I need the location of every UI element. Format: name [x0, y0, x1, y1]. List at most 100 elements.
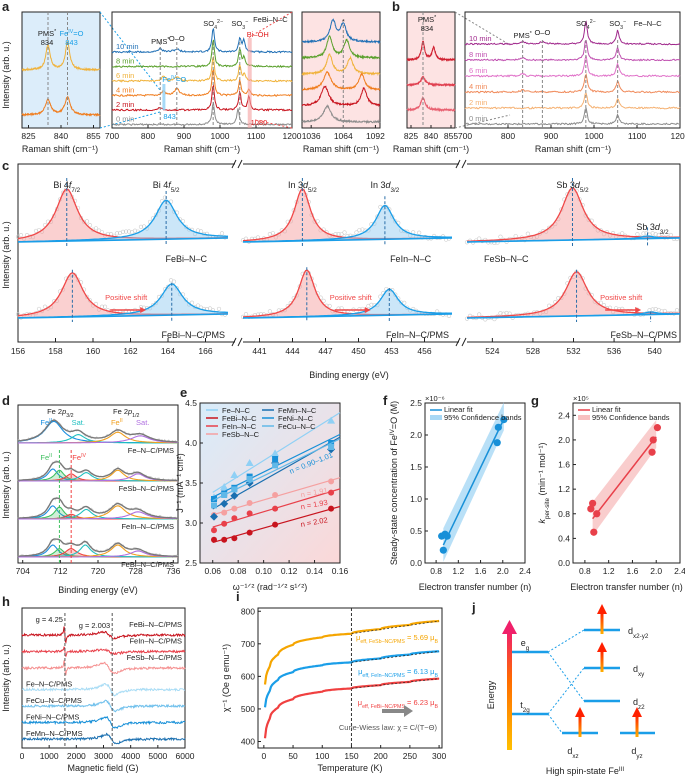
y-tick-label: 800: [241, 606, 255, 616]
spin-up-arrow-head: [597, 642, 607, 652]
baseline: [466, 313, 681, 319]
x-tick-label: 2.4: [674, 566, 685, 576]
xps-data-point: [207, 306, 213, 311]
xps-data-point: [393, 292, 398, 297]
zoom-connector: [454, 11, 511, 46]
xps-data-point: [123, 229, 129, 234]
label: FeIV=O: [60, 29, 84, 38]
text-part: Fe 2: [113, 407, 128, 416]
sample-label: FeSb–N–C/PMS: [119, 484, 174, 493]
label: SO3−: [609, 19, 626, 31]
text-part: High spin-state Fe: [546, 766, 619, 776]
text-part: eff, FeSb–NC/PMS: [360, 639, 405, 645]
x-tick-label: 1000: [211, 131, 230, 141]
text-part: Sat.: [72, 418, 85, 427]
label: *: [342, 17, 345, 26]
data-point: [221, 509, 228, 516]
text-part: z2: [638, 704, 645, 711]
text-part: t: [520, 700, 523, 710]
data-point: [211, 502, 217, 509]
text-part: O–O: [534, 28, 550, 37]
y-tick-label: 0.8: [558, 509, 570, 519]
x-tick-label: 441: [252, 346, 266, 356]
text-part: 3/2: [66, 413, 73, 419]
legend-label: FeNi–N–C: [278, 414, 314, 423]
text-part: 3/2: [660, 229, 669, 236]
text-part: PMS: [151, 37, 167, 46]
x-tick-label: 736: [166, 566, 180, 576]
text-part: =O: [176, 75, 186, 84]
fit-line: [592, 436, 657, 520]
text-part: k: [537, 519, 547, 524]
y-tick-label: 3.0: [185, 518, 197, 528]
y-tick-label: 700: [241, 639, 255, 649]
epr-trace: [21, 699, 186, 713]
data-point: [246, 529, 253, 536]
text-part: In 3: [288, 180, 303, 190]
x-tick-label: 1200: [283, 131, 302, 141]
text-part: d: [633, 664, 638, 674]
x-tick-label: 162: [123, 346, 137, 356]
text-part: *: [342, 17, 345, 26]
xps-data-point: [369, 302, 374, 307]
axis-break-mark: [231, 337, 237, 347]
data-point: [271, 449, 280, 457]
label: 834: [421, 24, 434, 33]
text-part: Fe: [40, 453, 49, 462]
x-tick-label: 1200: [671, 131, 685, 141]
sample-label: FeBi–N–C/PMS: [161, 330, 225, 340]
component-label: FeII: [40, 418, 52, 427]
text-part: = 5.69 μ: [405, 633, 435, 642]
spin-up-arrow: [600, 650, 604, 672]
legend-label: 95% Confidence bands: [592, 413, 670, 422]
x-tick-label: 800: [141, 131, 155, 141]
xps-data-point: [183, 224, 189, 230]
text-part: 2−: [217, 19, 223, 25]
x-axis-label: Temperature (K): [317, 763, 382, 773]
shift-label: Positive shift: [600, 293, 643, 302]
text-part: B: [434, 704, 438, 710]
text-part: d: [633, 697, 638, 707]
y-tick-label: 600: [241, 671, 255, 681]
spectrum-trace: [301, 71, 381, 92]
y-axis-label: Steady-state concentration of FeIV=O (M): [389, 401, 400, 565]
moment-label: μeff, FeSb–NC/PMS = 5.69 μB: [356, 633, 438, 645]
xps-data-point: [498, 234, 503, 239]
xps-data-point: [399, 300, 404, 305]
x-tick-label: 160: [86, 346, 100, 356]
xps-data-point: [598, 228, 603, 233]
x-tick-label: 532: [566, 346, 580, 356]
data-point: [230, 491, 239, 500]
axis-break-mark: [237, 337, 243, 347]
peak-blue-fill: [18, 200, 228, 242]
data-point: [231, 515, 238, 522]
x-tick-label: 0.16: [332, 566, 349, 576]
energy-arrow-head: [502, 620, 517, 634]
data-point: [272, 462, 279, 469]
xps-data-point: [120, 229, 126, 234]
sample-label: FeSb–N–C: [484, 254, 529, 264]
text-part: −: [245, 19, 248, 25]
data-point: [272, 521, 279, 528]
xps-data-point: [498, 311, 503, 316]
data-point: [272, 505, 279, 512]
x-axis-label: ω⁻¹ᐟ² (rad⁻¹ᐟ² s¹ᐟ²): [233, 582, 307, 592]
text-part: 1080: [251, 118, 268, 127]
spectrum-trace: [301, 18, 381, 45]
data-point: [246, 510, 253, 517]
x-tick-label: 444: [285, 346, 299, 356]
energy-label: Energy: [486, 680, 496, 709]
text-part: d: [386, 180, 392, 190]
xps-data-point: [162, 195, 168, 200]
orbital-label: dxz: [567, 746, 578, 760]
xps-data-point: [126, 229, 132, 234]
xps-data-point: [81, 219, 87, 224]
xps-data-point: [357, 228, 362, 233]
xps-data-point: [598, 300, 603, 305]
axis-break-mark: [455, 159, 461, 169]
y-tick-label: 0.0: [558, 558, 570, 568]
text-part: 4: [587, 25, 590, 31]
y-tick-label: 1.5: [410, 462, 422, 472]
highlight-band: [247, 38, 252, 128]
peak-label: Bi 4f7/2: [53, 180, 80, 194]
